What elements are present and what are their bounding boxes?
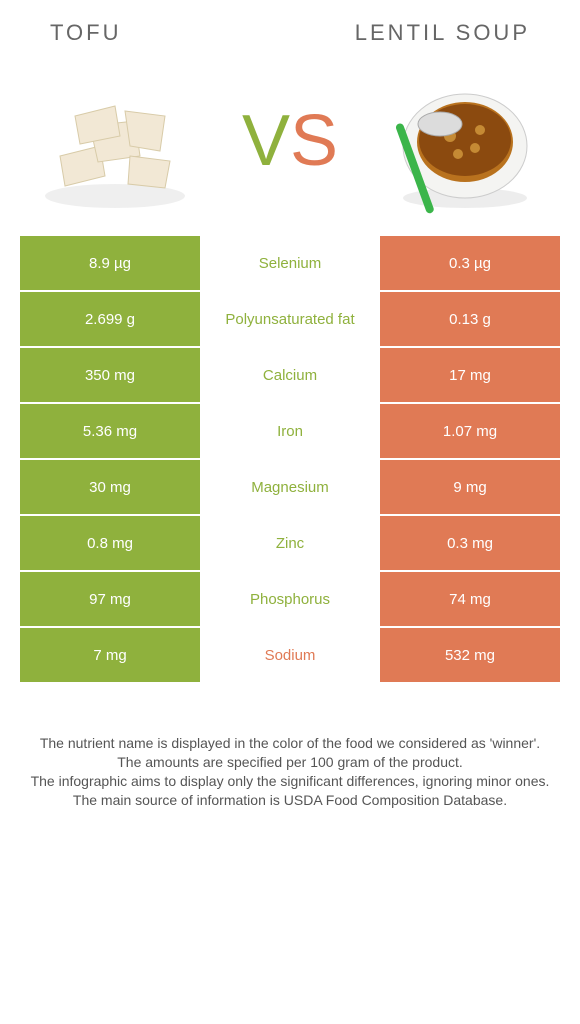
value-left: 2.699 g <box>20 292 200 346</box>
vs-v: V <box>242 105 290 177</box>
nutrient-row: 30 mgMagnesium9 mg <box>20 460 560 516</box>
nutrient-label: Calcium <box>200 348 380 402</box>
vs-label: VS <box>242 105 338 177</box>
value-right: 17 mg <box>380 348 560 402</box>
value-left: 30 mg <box>20 460 200 514</box>
header: Tofu Lentil Soup <box>0 0 580 56</box>
value-left: 0.8 mg <box>20 516 200 570</box>
nutrient-label: Phosphorus <box>200 572 380 626</box>
value-right: 9 mg <box>380 460 560 514</box>
title-left: Tofu <box>50 20 121 46</box>
value-right: 0.3 µg <box>380 236 560 290</box>
vs-s: S <box>290 105 338 177</box>
value-left: 350 mg <box>20 348 200 402</box>
footer-line-2: The amounts are specified per 100 gram o… <box>18 753 562 772</box>
nutrient-label: Selenium <box>200 236 380 290</box>
footer-notes: The nutrient name is displayed in the co… <box>0 684 580 1024</box>
nutrient-row: 5.36 mgIron1.07 mg <box>20 404 560 460</box>
nutrient-label: Zinc <box>200 516 380 570</box>
nutrient-row: 350 mgCalcium17 mg <box>20 348 560 404</box>
nutrient-label: Sodium <box>200 628 380 682</box>
nutrient-row: 2.699 gPolyunsaturated fat0.13 g <box>20 292 560 348</box>
hero-row: VS <box>0 56 580 236</box>
value-left: 7 mg <box>20 628 200 682</box>
value-left: 97 mg <box>20 572 200 626</box>
nutrient-label: Iron <box>200 404 380 458</box>
title-right: Lentil Soup <box>355 20 530 46</box>
footer-line-3: The infographic aims to display only the… <box>18 772 562 791</box>
tofu-image <box>30 66 200 216</box>
value-left: 8.9 µg <box>20 236 200 290</box>
value-left: 5.36 mg <box>20 404 200 458</box>
footer-line-4: The main source of information is USDA F… <box>18 791 562 810</box>
value-right: 532 mg <box>380 628 560 682</box>
footer-line-1: The nutrient name is displayed in the co… <box>18 734 562 753</box>
nutrient-label: Polyunsaturated fat <box>200 292 380 346</box>
value-right: 0.3 mg <box>380 516 560 570</box>
value-right: 0.13 g <box>380 292 560 346</box>
nutrient-row: 7 mgSodium532 mg <box>20 628 560 684</box>
value-right: 74 mg <box>380 572 560 626</box>
nutrient-label: Magnesium <box>200 460 380 514</box>
nutrient-row: 0.8 mgZinc0.3 mg <box>20 516 560 572</box>
nutrient-row: 8.9 µgSelenium0.3 µg <box>20 236 560 292</box>
nutrient-table: 8.9 µgSelenium0.3 µg2.699 gPolyunsaturat… <box>0 236 580 684</box>
soup-image <box>380 66 550 216</box>
nutrient-row: 97 mgPhosphorus74 mg <box>20 572 560 628</box>
value-right: 1.07 mg <box>380 404 560 458</box>
